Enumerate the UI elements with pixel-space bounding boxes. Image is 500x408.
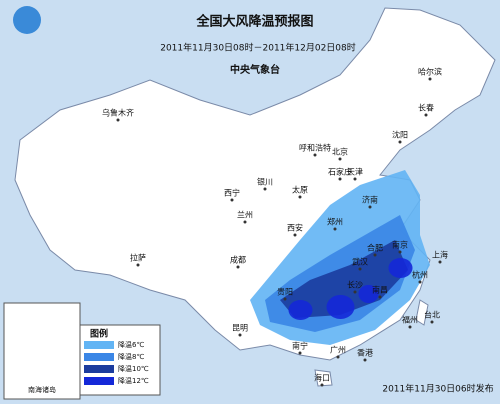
legend-swatch <box>84 365 114 373</box>
city-label: 武汉 <box>352 257 368 267</box>
city-dot <box>353 290 357 294</box>
city-label: 太原 <box>292 185 308 195</box>
city-label: 南宁 <box>292 341 308 351</box>
city-dot <box>418 280 422 284</box>
inset-box <box>3 302 81 400</box>
logo <box>13 6 41 34</box>
city-dot <box>438 260 442 264</box>
city-dot <box>336 355 340 359</box>
legend-label: 降温12℃ <box>118 376 149 385</box>
city-label: 福州 <box>402 316 418 325</box>
city-label: 呼和浩特 <box>299 143 331 153</box>
city-dot <box>293 233 297 237</box>
title: 全国大风降温预报图 <box>195 14 313 30</box>
city-label: 拉萨 <box>130 253 146 263</box>
city-label: 郑州 <box>327 217 343 227</box>
city-dot <box>363 358 367 362</box>
city-label: 长沙 <box>347 280 363 290</box>
footer: 2011年11月30日06时发布 <box>382 383 493 395</box>
city-dot <box>353 177 357 181</box>
city-dot <box>428 77 432 81</box>
city-label: 哈尔滨 <box>418 67 442 77</box>
city-dot <box>298 351 302 355</box>
city-dot <box>373 253 377 257</box>
zones <box>250 170 430 345</box>
city-label: 上海 <box>432 250 448 260</box>
legend-swatch <box>84 377 114 385</box>
city-label: 兰州 <box>237 210 253 220</box>
city-label: 西宁 <box>224 188 240 198</box>
city-label: 南京 <box>392 240 408 250</box>
city-label: 济南 <box>362 195 378 205</box>
city-dot <box>263 187 267 191</box>
city-label: 长春 <box>418 103 434 113</box>
legend-title: 图例 <box>90 328 108 340</box>
city-dot <box>243 220 247 224</box>
city-dot <box>238 333 242 337</box>
city-dot <box>116 118 120 122</box>
city-dot <box>398 140 402 144</box>
city-label: 广州 <box>330 345 346 355</box>
city-dot <box>320 383 324 387</box>
city-dot <box>283 297 287 301</box>
city-dot <box>430 320 434 324</box>
legend-label: 降温8℃ <box>118 352 144 361</box>
city-label: 台北 <box>424 310 440 320</box>
inset-label: 南海诸岛 <box>28 385 56 394</box>
legend-label: 降温6℃ <box>118 340 144 349</box>
city-label: 昆明 <box>232 324 248 333</box>
city-dot <box>398 250 402 254</box>
city-dot <box>378 295 382 299</box>
city-label: 石家庄 <box>328 167 352 177</box>
city-dot <box>338 157 342 161</box>
city-dot <box>230 198 234 202</box>
city-label: 天津 <box>347 167 363 177</box>
agency: 中央气象台 <box>230 63 280 76</box>
legend-label: 降温10℃ <box>118 364 149 373</box>
taiwan <box>415 299 429 326</box>
city-label: 成都 <box>230 255 246 265</box>
city-dot <box>358 267 362 271</box>
city-label: 乌鲁木齐 <box>102 108 134 118</box>
city-label: 银川 <box>257 177 273 187</box>
city-dot <box>333 227 337 231</box>
hainan <box>314 369 333 387</box>
city-label: 沈阳 <box>392 130 408 140</box>
city-dot <box>298 195 302 199</box>
legend-swatch <box>84 341 114 349</box>
city-dot <box>368 205 372 209</box>
city-label: 北京 <box>332 147 348 157</box>
city-label: 贵阳 <box>277 287 293 297</box>
city-dot <box>136 263 140 267</box>
city-label: 合肥 <box>367 243 383 253</box>
legend-swatch <box>84 353 114 361</box>
cooling-zone <box>288 258 413 320</box>
city-label: 香港 <box>357 348 373 358</box>
period: 2011年11月30日08时－2011年12月02日08时 <box>160 42 356 54</box>
city-dot <box>313 153 317 157</box>
city-dot <box>408 325 412 329</box>
city-label: 南昌 <box>372 285 388 295</box>
city-dot <box>338 177 342 181</box>
city-label: 海口 <box>314 373 330 383</box>
city-dot <box>236 265 240 269</box>
city-label: 杭州 <box>412 270 428 280</box>
city-label: 西安 <box>287 223 303 233</box>
city-dot <box>424 113 428 117</box>
